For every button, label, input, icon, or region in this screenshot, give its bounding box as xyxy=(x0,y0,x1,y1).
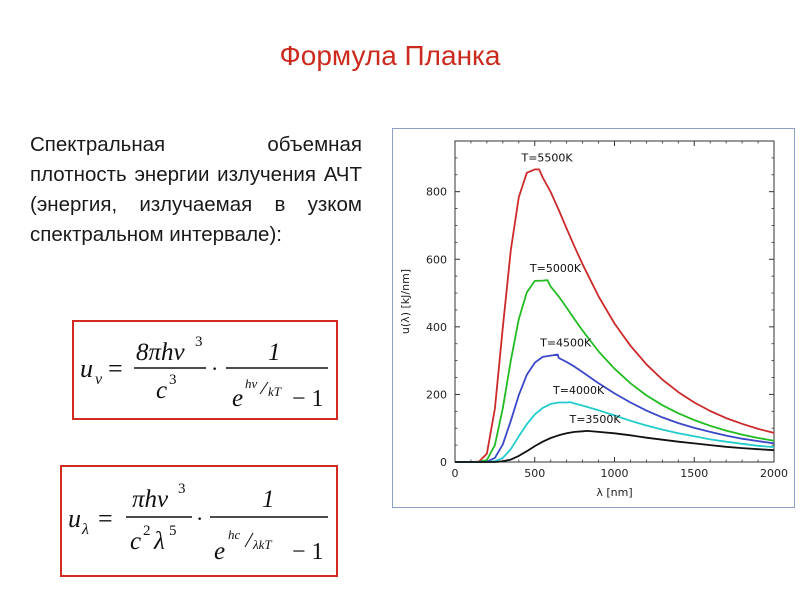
formula-nu-den2-exp-den: kT xyxy=(268,384,282,399)
series-label: T=5000K xyxy=(529,262,582,275)
formula-nu-exp-slash xyxy=(259,381,269,395)
series-labels: T=5500K T=5000K T=4500K T=4000K T=3500K xyxy=(520,151,621,426)
series-label: T=5500K xyxy=(520,151,573,164)
formula-nu-num2: 1 xyxy=(268,339,281,366)
formula-nu-lhs-sub: ν xyxy=(95,371,103,388)
formula-nu-den1: c xyxy=(156,377,167,404)
series-label: T=4500K xyxy=(539,337,592,350)
x-tick-label: 2000 xyxy=(760,467,788,480)
slide-description: Спектральная объемная плотность энергии … xyxy=(30,133,362,246)
series-label: T=3500K xyxy=(568,413,621,426)
formula-lambda-dot: · xyxy=(196,506,203,531)
series-line-T=3500K xyxy=(455,430,775,463)
formula-lambda-den2-exp-den: λkT xyxy=(252,537,272,552)
y-tick-label: 400 xyxy=(426,321,447,334)
y-tick-label: 600 xyxy=(426,253,447,266)
series-lines xyxy=(455,168,775,463)
x-tick-label: 1000 xyxy=(601,467,629,480)
axis-ticks: 0 500 1000 1500 2000 0 200 400 600 800 xyxy=(426,140,788,480)
formula-lambda-den2-minus: − 1 xyxy=(292,539,324,565)
formula-lambda-num1-exp: 3 xyxy=(178,481,186,497)
formula-lambda-num2: 1 xyxy=(262,486,275,513)
formula-lambda-num1: πhν xyxy=(132,486,169,513)
x-tick-label: 500 xyxy=(524,467,545,480)
formula-nu-num1-exp: 3 xyxy=(195,334,203,350)
formula-lambda-den1-a: c xyxy=(130,528,141,555)
y-tick-label: 800 xyxy=(426,186,447,199)
formula-planck-frequency: u ν = 8πhν 3 c 3 · 1 e hν kT − 1 xyxy=(72,320,338,420)
formula-lambda-den1-a-exp: 2 xyxy=(143,523,151,539)
series-line-T=4000K xyxy=(455,401,775,463)
formula-lambda-den1-b-exp: 5 xyxy=(169,523,177,539)
formula-nu-num1: 8πhν xyxy=(136,339,186,366)
formula-nu-den2-minus: − 1 xyxy=(292,386,324,412)
formula-lambda-den2-exp-num: hc xyxy=(228,527,241,542)
series-line-T=5000K xyxy=(455,279,775,463)
formula-planck-wavelength: u λ = πhν 3 c 2 λ 5 · 1 e hc λkT − 1 xyxy=(60,465,338,577)
series-line-T=5500K xyxy=(455,168,775,463)
y-tick-label: 0 xyxy=(440,456,447,469)
formula-lambda-exp-slash xyxy=(244,532,254,548)
y-axis-label: u(λ) [kJ/nm] xyxy=(399,269,412,334)
slide-title: Формула Планка xyxy=(279,40,501,71)
series-line-T=4500K xyxy=(455,353,775,463)
formula-lambda-den2-base: e xyxy=(214,538,225,565)
formula-nu-dot: · xyxy=(211,356,218,381)
formula-nu-eq: = xyxy=(108,354,123,383)
x-tick-label: 1500 xyxy=(680,467,708,480)
y-tick-label: 200 xyxy=(426,388,447,401)
formula-lambda-eq: = xyxy=(98,504,113,533)
formula-nu-lhs: u xyxy=(80,354,93,383)
formula-nu-den1-exp: 3 xyxy=(169,372,177,388)
formula-nu-den2-exp-num: hν xyxy=(245,376,258,391)
series-label: T=4000K xyxy=(552,384,605,397)
formula-lambda-lhs-sub: λ xyxy=(81,521,89,538)
planck-chart-frame: 0 500 1000 1500 2000 0 200 400 600 800 T=5500K T=5… xyxy=(392,128,795,508)
x-axis-label: λ [nm] xyxy=(596,486,632,499)
formula-lambda-lhs: u xyxy=(68,504,81,533)
x-tick-label: 0 xyxy=(452,467,459,480)
formula-lambda-den1-b: λ xyxy=(153,528,165,555)
formula-nu-den2-base: e xyxy=(232,385,243,412)
